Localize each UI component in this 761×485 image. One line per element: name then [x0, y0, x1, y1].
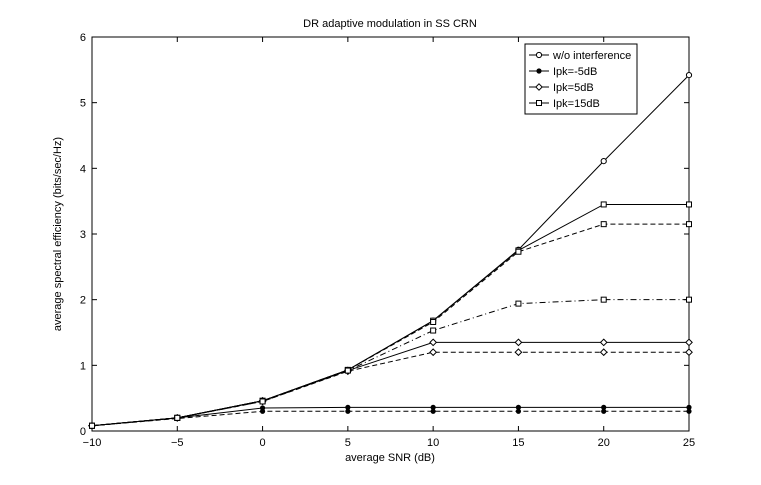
series-line — [91, 410, 689, 427]
square-marker — [515, 300, 522, 307]
y-tick-label: 2 — [80, 295, 86, 307]
legend-label: w/o interference — [552, 50, 631, 62]
square-marker — [89, 422, 95, 429]
x-tick-label: 15 — [512, 437, 524, 449]
y-tick-label: 1 — [80, 360, 86, 372]
square-marker — [600, 221, 607, 228]
x-tick-label: 20 — [598, 437, 610, 449]
square-marker — [686, 201, 692, 208]
series-line — [91, 299, 689, 427]
square-marker — [259, 398, 266, 405]
legend-label: Ipk=15dB — [553, 98, 600, 110]
dot-marker — [515, 408, 522, 414]
series-line — [91, 406, 689, 427]
diamond-marker — [599, 338, 608, 347]
diamond-marker — [514, 338, 523, 347]
dot-marker — [686, 408, 692, 414]
legend-entry: Ipk=5dB — [529, 82, 594, 94]
x-tick-label: 5 — [345, 437, 351, 449]
diamond-marker — [429, 348, 438, 357]
y-tick-label: 3 — [80, 229, 86, 241]
y-tick-label: 4 — [80, 163, 86, 175]
diamond-marker — [599, 348, 608, 357]
square-marker — [174, 414, 181, 421]
legend-label: Ipk=-5dB — [553, 66, 597, 78]
legend-entry: Ipk=-5dB — [529, 66, 597, 78]
square-marker — [686, 221, 692, 228]
square-marker — [686, 296, 692, 303]
circle-marker — [685, 71, 693, 79]
x-tick-label: −10 — [83, 437, 102, 449]
series-group — [88, 71, 693, 430]
legend-label: Ipk=5dB — [553, 82, 594, 94]
square-marker — [536, 100, 542, 106]
legend-box — [524, 43, 638, 115]
x-tick-label: 10 — [427, 437, 439, 449]
square-marker — [515, 248, 522, 255]
square-marker — [430, 318, 437, 325]
diamond-marker — [429, 338, 438, 347]
diamond-marker — [685, 348, 693, 357]
y-tick-label: 0 — [80, 426, 86, 438]
circle-marker — [600, 158, 607, 165]
circle-marker — [535, 51, 543, 59]
diamond-marker — [514, 348, 523, 357]
y-tick-label: 6 — [80, 32, 86, 44]
square-marker — [344, 367, 351, 374]
y-axis-label: average spectral efficiency (bits/sec/Hz… — [52, 137, 64, 331]
dot-marker — [536, 68, 542, 74]
diamond-marker — [535, 83, 543, 91]
x-axis-label: average SNR (dB) — [345, 452, 435, 464]
square-marker — [430, 327, 437, 334]
dot-marker — [345, 408, 351, 414]
legend: w/o interference Ipk=-5dB Ipk=5dB Ipk=15dB — [524, 43, 638, 115]
x-tick-label: 25 — [683, 437, 695, 449]
dot-marker — [601, 408, 607, 414]
dot-marker — [259, 408, 266, 414]
series-7 — [89, 296, 692, 429]
y-tick-label: 5 — [80, 98, 86, 110]
x-tick-label: −5 — [171, 437, 184, 449]
x-tick-label: 0 — [260, 437, 266, 449]
diamond-marker — [685, 338, 693, 347]
dot-marker — [430, 408, 436, 414]
square-marker — [600, 296, 607, 303]
legend-entry: Ipk=15dB — [529, 98, 600, 110]
axis-ticks: −10 −5 0 5 10 15 20 25 0 1 2 3 4 5 6 — [80, 32, 695, 449]
legend-entry: w/o interference — [529, 50, 631, 62]
square-marker — [600, 201, 607, 208]
chart-title: DR adaptive modulation in SS CRN — [303, 18, 477, 30]
